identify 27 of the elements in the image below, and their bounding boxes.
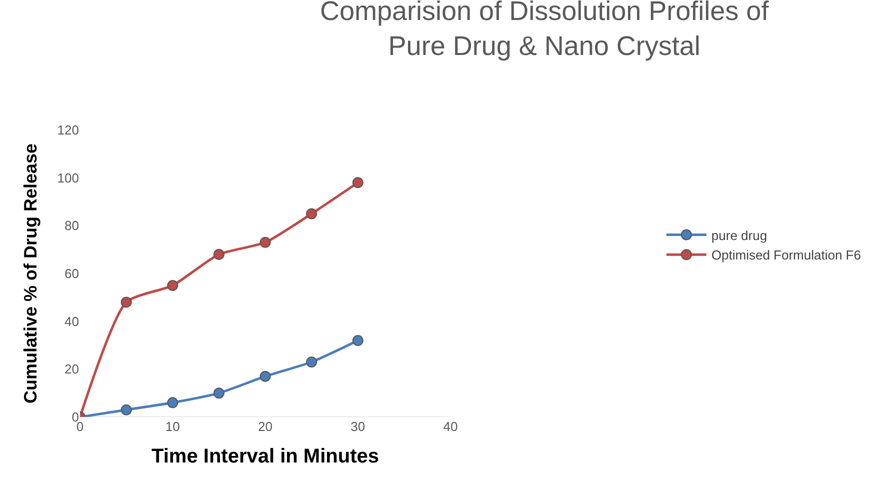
y-tick-label: 20: [64, 362, 79, 377]
x-tick-label: 20: [258, 419, 272, 434]
y-tick-label: 80: [64, 218, 79, 234]
legend-label: pure drug: [711, 228, 768, 243]
point: [306, 356, 318, 368]
x-tick-label: 10: [165, 419, 180, 434]
point: [167, 280, 178, 291]
point: [213, 248, 224, 260]
x-axis-title: Time Interval in Minutes: [152, 446, 379, 468]
point: [260, 370, 271, 382]
point: [120, 404, 132, 416]
point: [213, 388, 224, 399]
point: [352, 334, 364, 346]
point: [260, 236, 271, 248]
x-tick-label: 30: [350, 419, 366, 434]
y-axis-title: Cumulative % of Drug Release: [20, 143, 40, 404]
x-tick-label: 40: [443, 419, 458, 434]
point: [352, 177, 364, 188]
y-tick-label: 100: [57, 170, 79, 186]
y-tick-label: 40: [64, 314, 79, 329]
legend-label: Optimised Formulation F6: [711, 248, 861, 263]
text: Comparision of Dissolution Profiles of Pure Drug & Nano Crystal: [320, 0, 770, 61]
y-tick-label: 60: [64, 266, 79, 282]
point: [120, 296, 132, 308]
point: [306, 208, 318, 220]
point: [167, 397, 178, 408]
y-tick-label: 120: [57, 122, 79, 138]
